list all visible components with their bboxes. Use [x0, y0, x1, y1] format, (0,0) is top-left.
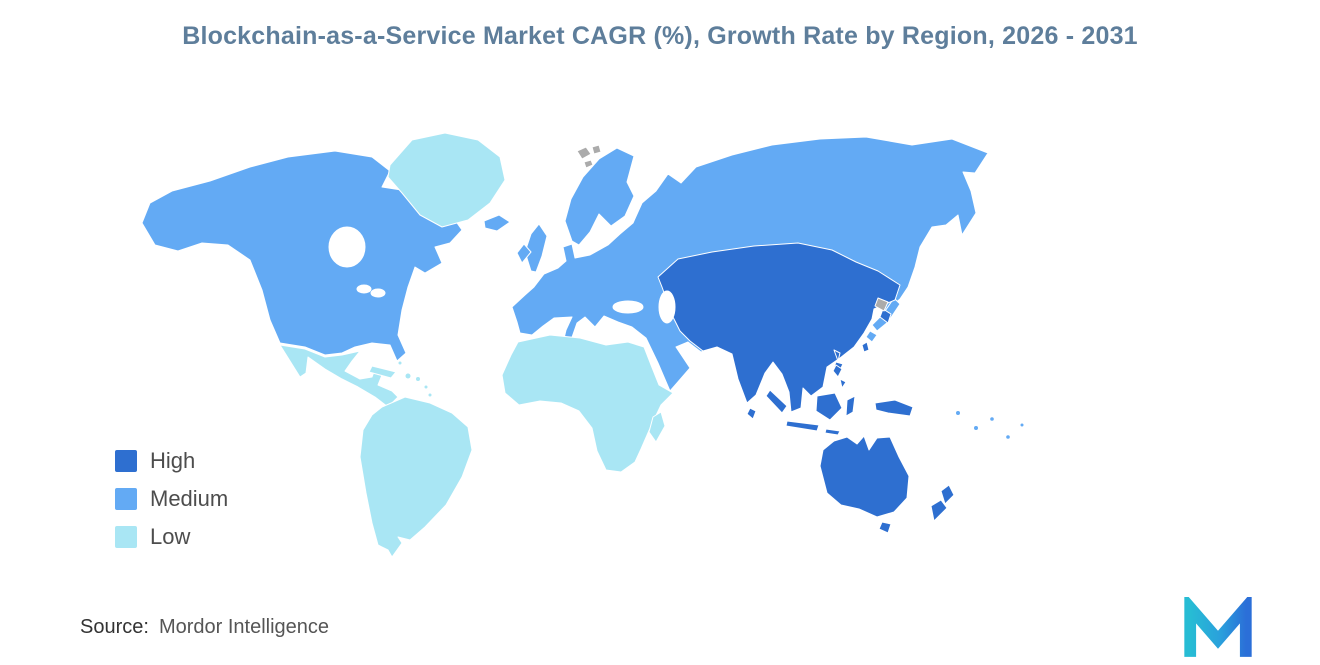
- caspian-sea: [658, 290, 676, 324]
- pacific-islands: [956, 411, 1024, 439]
- source-name: Mordor Intelligence: [158, 616, 330, 638]
- landmass-sumatra: [765, 389, 788, 414]
- region-latin-america: [279, 344, 473, 558]
- landmass-cuba: [368, 365, 397, 379]
- landmass-scandinavia: [564, 147, 635, 246]
- mordor-intelligence-logo: [1184, 597, 1252, 657]
- landmass-tasmania: [878, 521, 892, 534]
- source-label: Source:: [80, 616, 149, 638]
- landmass-south-america: [359, 396, 473, 558]
- landmass-north-korea: [874, 297, 889, 312]
- inland-waters: [328, 226, 676, 324]
- chart-title: Blockchain-as-a-Service Market CAGR (%),…: [182, 22, 1138, 50]
- landmass-taiwan: [861, 341, 870, 353]
- region-greenland: [387, 132, 506, 228]
- landmass-sri-lanka: [746, 407, 757, 420]
- landmass-new-zealand-north: [940, 484, 955, 505]
- great-lakes-west: [356, 284, 372, 294]
- black-sea: [612, 300, 644, 314]
- legend-label-low: Low: [150, 524, 191, 549]
- caribbean-islands: [398, 361, 432, 397]
- landmass-south-east-asia-china-india: [657, 242, 901, 413]
- logo-m-mark: [1184, 597, 1252, 657]
- landmass-africa: [501, 334, 674, 473]
- legend-item-medium: Medium: [115, 488, 228, 510]
- legend-swatch-high-icon: [115, 450, 137, 472]
- landmass-new-zealand-south: [930, 499, 948, 522]
- landmass-mexico-central-america: [279, 344, 399, 408]
- landmass-iceland: [483, 214, 511, 232]
- landmass-ireland: [516, 243, 532, 264]
- landmass-usa-canada: [141, 150, 463, 362]
- region-north-america: [141, 150, 463, 362]
- region-no-data: [576, 144, 889, 312]
- landmass-australia: [819, 435, 910, 518]
- landmass-lesser-sunda: [824, 428, 841, 436]
- landmass-philippines-mindanao: [839, 378, 847, 389]
- legend-label-medium: Medium: [150, 486, 229, 511]
- legend-swatch-medium-icon: [115, 488, 137, 510]
- great-lakes-east: [370, 288, 386, 298]
- landmass-java: [785, 420, 820, 432]
- landmass-svalbard-3: [583, 159, 594, 169]
- landmass-great-britain: [524, 223, 548, 273]
- world-map: [141, 132, 1024, 558]
- landmass-philippines-luzon: [833, 349, 841, 362]
- region-africa: [501, 334, 674, 473]
- hudson-bay: [328, 226, 366, 268]
- landmass-new-guinea: [874, 399, 914, 417]
- landmass-svalbard-1: [576, 146, 592, 160]
- region-asia-pacific: [657, 242, 955, 534]
- legend-label-high: High: [150, 448, 196, 473]
- landmass-south-korea: [879, 308, 892, 324]
- landmass-svalbard-2: [591, 144, 602, 155]
- landmass-madagascar: [648, 411, 666, 443]
- legend-item-low: Low: [115, 526, 228, 548]
- legend-swatch-low-icon: [115, 526, 137, 548]
- landmass-greenland: [387, 132, 506, 228]
- landmass-sulawesi: [845, 395, 856, 417]
- legend-item-high: High: [115, 450, 228, 472]
- landmass-borneo: [815, 392, 843, 421]
- legend: High Medium Low: [115, 450, 228, 548]
- landmass-japan-kyushu: [865, 330, 878, 343]
- landmass-philippines-visayas: [832, 364, 843, 378]
- source-row: Source: Mordor Intelligence: [80, 616, 329, 639]
